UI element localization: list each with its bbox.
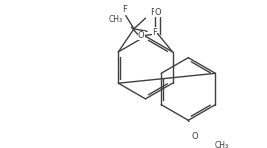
Text: O: O [191, 132, 198, 141]
Text: CH₃: CH₃ [215, 140, 229, 148]
Text: F: F [150, 8, 155, 17]
Text: CH₃: CH₃ [109, 15, 123, 24]
Text: F: F [152, 28, 157, 37]
Text: F: F [122, 5, 127, 14]
Text: O: O [154, 8, 161, 17]
Text: O: O [138, 31, 144, 40]
